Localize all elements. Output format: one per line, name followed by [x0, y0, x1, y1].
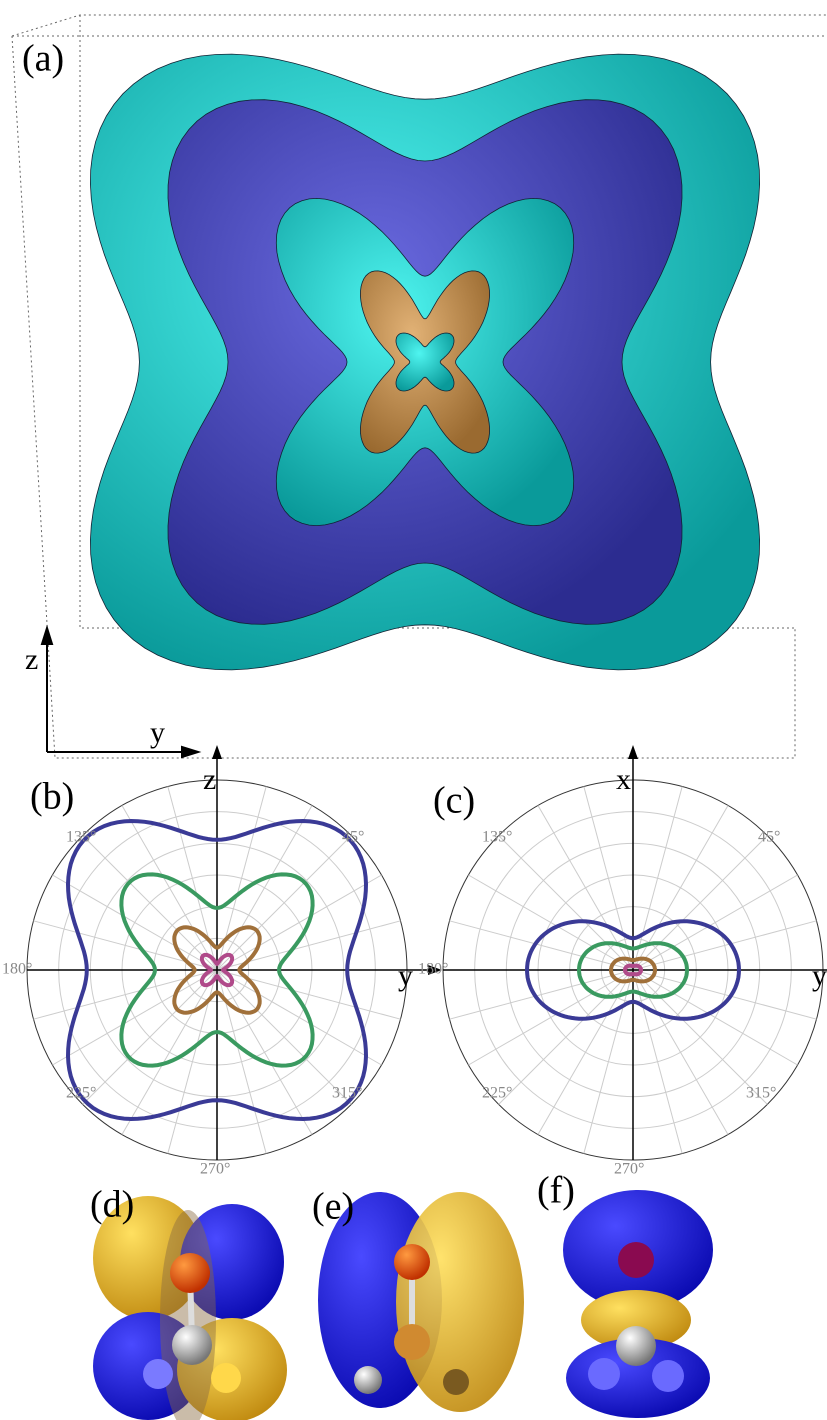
orbital-surfaces: [90, 54, 759, 670]
angle-label: 45°: [758, 829, 780, 846]
grid-spoke: [468, 875, 633, 970]
axis-label: z: [25, 643, 38, 676]
panel-label: (e): [312, 1186, 354, 1228]
angle-label: 180°: [2, 961, 32, 978]
axis-label: z: [203, 763, 216, 796]
panel-label: (a): [22, 38, 64, 80]
grid-spoke: [499, 970, 633, 1104]
angle-label: 45°: [342, 829, 364, 846]
molecule-orbital: [93, 1196, 287, 1420]
angle-label: 315°: [746, 1085, 776, 1102]
grid-spoke: [468, 970, 633, 1065]
grid-spoke: [83, 970, 217, 1104]
angle-label: 315°: [332, 1085, 362, 1102]
angle-label: 270°: [614, 1161, 644, 1178]
axis-label: y: [398, 959, 413, 992]
angle-label: 180°: [418, 961, 448, 978]
figure: (a) z y (b) z y 45° 135° 180° 225° 270° …: [0, 0, 827, 1420]
angle-label: 225°: [482, 1085, 512, 1102]
panel-label: (c): [433, 780, 475, 822]
grid-spoke: [633, 970, 798, 1065]
panel-label: (b): [30, 776, 74, 818]
angle-label: 135°: [482, 829, 512, 846]
grid-spoke: [217, 836, 351, 970]
axis-label: x: [616, 763, 631, 796]
grid-spoke: [83, 836, 217, 970]
grid-spoke: [499, 836, 633, 970]
angle-label: 135°: [66, 829, 96, 846]
grid-spoke: [633, 836, 767, 970]
panel-label: (f): [537, 1170, 575, 1212]
panel-label: (d): [90, 1184, 134, 1226]
axis-label: y: [150, 716, 165, 749]
angle-label: 225°: [66, 1085, 96, 1102]
molecule-orbital: [563, 1190, 713, 1418]
angle-label: 270°: [200, 1161, 230, 1178]
grid-spoke: [633, 875, 798, 970]
axis-label: y: [812, 959, 827, 992]
